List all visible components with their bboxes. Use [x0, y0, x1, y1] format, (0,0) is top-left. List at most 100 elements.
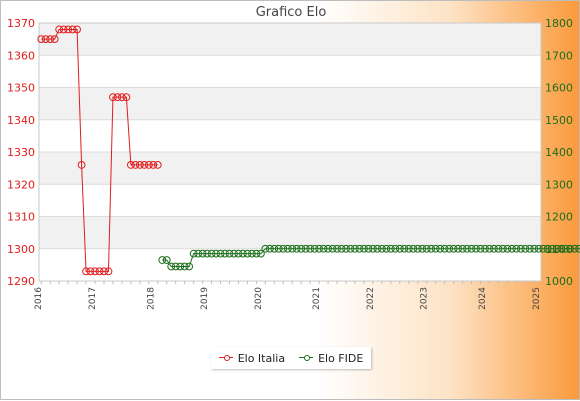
point-fide: [256, 249, 265, 258]
y-left-tick-label: 1370: [7, 17, 35, 30]
y-left-tick-label: 1360: [7, 49, 35, 62]
point-italia: [37, 35, 46, 44]
point-fide: [467, 244, 476, 253]
point-fide: [342, 244, 350, 253]
point-fide: [530, 244, 539, 253]
point-fide: [552, 244, 561, 253]
plot-band: [39, 216, 541, 249]
point-fide: [472, 244, 480, 253]
point-fide: [212, 249, 220, 258]
point-fide: [570, 244, 579, 253]
y-left-tick-label: 1340: [7, 114, 35, 127]
legend: Elo Italia Elo FIDE: [211, 347, 371, 369]
point-italia: [82, 267, 90, 276]
point-fide: [297, 244, 306, 253]
point-fide: [189, 249, 198, 258]
point-fide: [221, 249, 229, 258]
point-fide: [274, 244, 283, 253]
x-tick-label: 2016: [34, 287, 44, 310]
point-fide: [234, 249, 243, 258]
point-fide: [225, 249, 234, 258]
point-fide: [445, 244, 454, 253]
point-fide: [543, 244, 552, 253]
point-fide: [507, 244, 516, 253]
point-fide: [239, 249, 247, 258]
point-italia: [68, 25, 77, 34]
point-fide: [391, 244, 400, 253]
point-fide: [422, 244, 431, 253]
plot-band: [39, 248, 541, 281]
x-tick-label: 2019: [200, 287, 210, 310]
x-tick-label: 2020: [254, 287, 264, 310]
point-fide: [306, 244, 315, 253]
plot-band: [39, 119, 541, 152]
point-fide: [351, 244, 359, 253]
point-italia: [86, 267, 95, 276]
point-fide: [516, 244, 525, 253]
point-fide: [283, 244, 292, 253]
point-italia: [131, 161, 140, 169]
point-fide: [265, 244, 274, 253]
y-right-tick-label: 1500: [545, 114, 573, 127]
y-left-tick-label: 1310: [7, 211, 35, 224]
point-fide: [431, 244, 440, 253]
point-fide: [324, 244, 332, 253]
point-italia: [91, 267, 99, 276]
x-tick-label: 2021: [312, 287, 322, 310]
point-italia: [109, 93, 117, 102]
point-fide: [476, 244, 485, 253]
point-fide: [216, 249, 225, 258]
y-right-tick-label: 1400: [545, 146, 573, 159]
point-fide: [203, 249, 211, 258]
point-italia: [149, 161, 158, 169]
legend-label-fide: Elo FIDE: [318, 351, 364, 365]
point-fide: [539, 244, 548, 253]
point-fide: [230, 249, 238, 258]
point-fide: [194, 249, 203, 258]
point-fide: [395, 244, 404, 253]
plot-band: [39, 55, 541, 88]
point-italia: [113, 93, 122, 102]
point-fide: [243, 249, 252, 258]
y-right-tick-label: 1700: [545, 49, 573, 62]
series-line-fide: [162, 248, 580, 267]
point-fide: [525, 244, 534, 253]
point-fide: [292, 244, 301, 253]
point-fide: [575, 244, 580, 253]
point-fide: [400, 244, 409, 253]
point-italia: [100, 267, 108, 276]
plot-band: [39, 87, 541, 120]
point-italia: [135, 161, 144, 169]
point-fide: [548, 244, 557, 253]
point-fide: [503, 244, 512, 253]
point-italia: [55, 25, 64, 34]
point-fide: [449, 244, 458, 253]
x-tick-label: 2018: [146, 287, 156, 310]
y-left-tick-label: 1320: [7, 178, 35, 191]
point-fide: [207, 249, 216, 258]
y-left-tick-label: 1330: [7, 146, 35, 159]
point-fide: [481, 244, 489, 253]
point-fide: [440, 244, 449, 253]
point-fide: [418, 244, 427, 253]
point-italia: [153, 161, 162, 169]
point-italia: [46, 35, 55, 44]
legend-label-italia: Elo Italia: [237, 351, 286, 365]
x-tick-label: 2024: [478, 287, 488, 310]
point-italia: [122, 93, 131, 102]
legend-item-fide: Elo FIDE: [299, 352, 363, 365]
point-fide: [176, 262, 185, 271]
point-fide: [382, 244, 391, 253]
point-fide: [198, 249, 207, 258]
point-fide: [377, 244, 386, 253]
point-fide: [301, 244, 310, 253]
y-left-tick-label: 1300: [7, 243, 35, 256]
point-fide: [270, 244, 279, 253]
point-fide: [319, 244, 328, 253]
point-fide: [534, 244, 543, 253]
point-italia: [144, 161, 153, 169]
point-fide: [252, 249, 261, 258]
plot-border: [38, 22, 542, 282]
